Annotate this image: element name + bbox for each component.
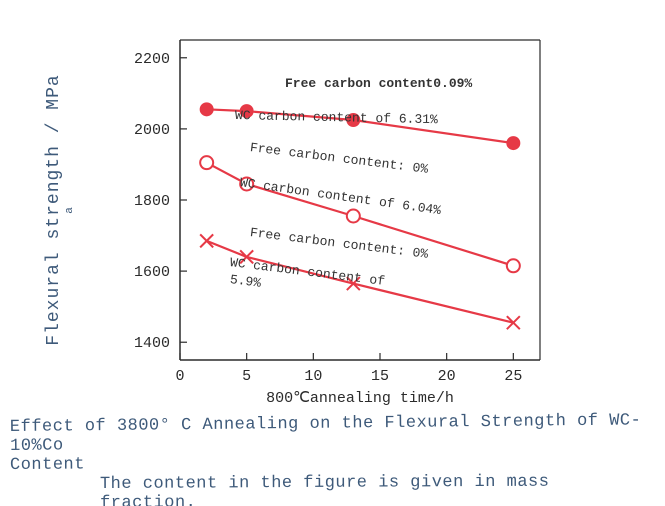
svg-text:2200: 2200 [134,51,170,68]
chart-svg: 1400 1600 1800 2000 2200 0 5 10 15 20 25 800℃anneal… [90,10,590,410]
svg-text:1800: 1800 [134,193,170,210]
svg-text:1600: 1600 [134,264,170,281]
figure-caption: Effect of 3800° C Annealing on the Flexu… [10,418,655,506]
y-axis-label-sub: a [64,74,76,345]
caption-line-3: The content in the figure is given in ma… [100,472,655,506]
chart-area: 1400 1600 1800 2000 2200 0 5 10 15 20 25 800℃anneal… [90,10,590,410]
svg-text:20: 20 [438,368,456,385]
svg-text:15: 15 [371,368,389,385]
svg-text:2000: 2000 [134,122,170,139]
series1-label-free: Free carbon content0.09% [285,76,472,91]
svg-text:5: 5 [242,368,251,385]
svg-text:1400: 1400 [134,335,170,352]
y-axis-title: Flexural strength / MPa a [44,74,76,345]
y-axis-label-text: Flexural strength / MPa [44,74,64,345]
svg-text:10: 10 [304,368,322,385]
svg-text:25: 25 [504,368,522,385]
svg-text:0: 0 [175,368,184,385]
caption-line-2: Content [10,451,655,475]
svg-text:800℃annealing time/h: 800℃annealing time/h [266,390,454,407]
caption-line-1: Effect of 3800° C Annealing on the Flexu… [10,411,655,456]
